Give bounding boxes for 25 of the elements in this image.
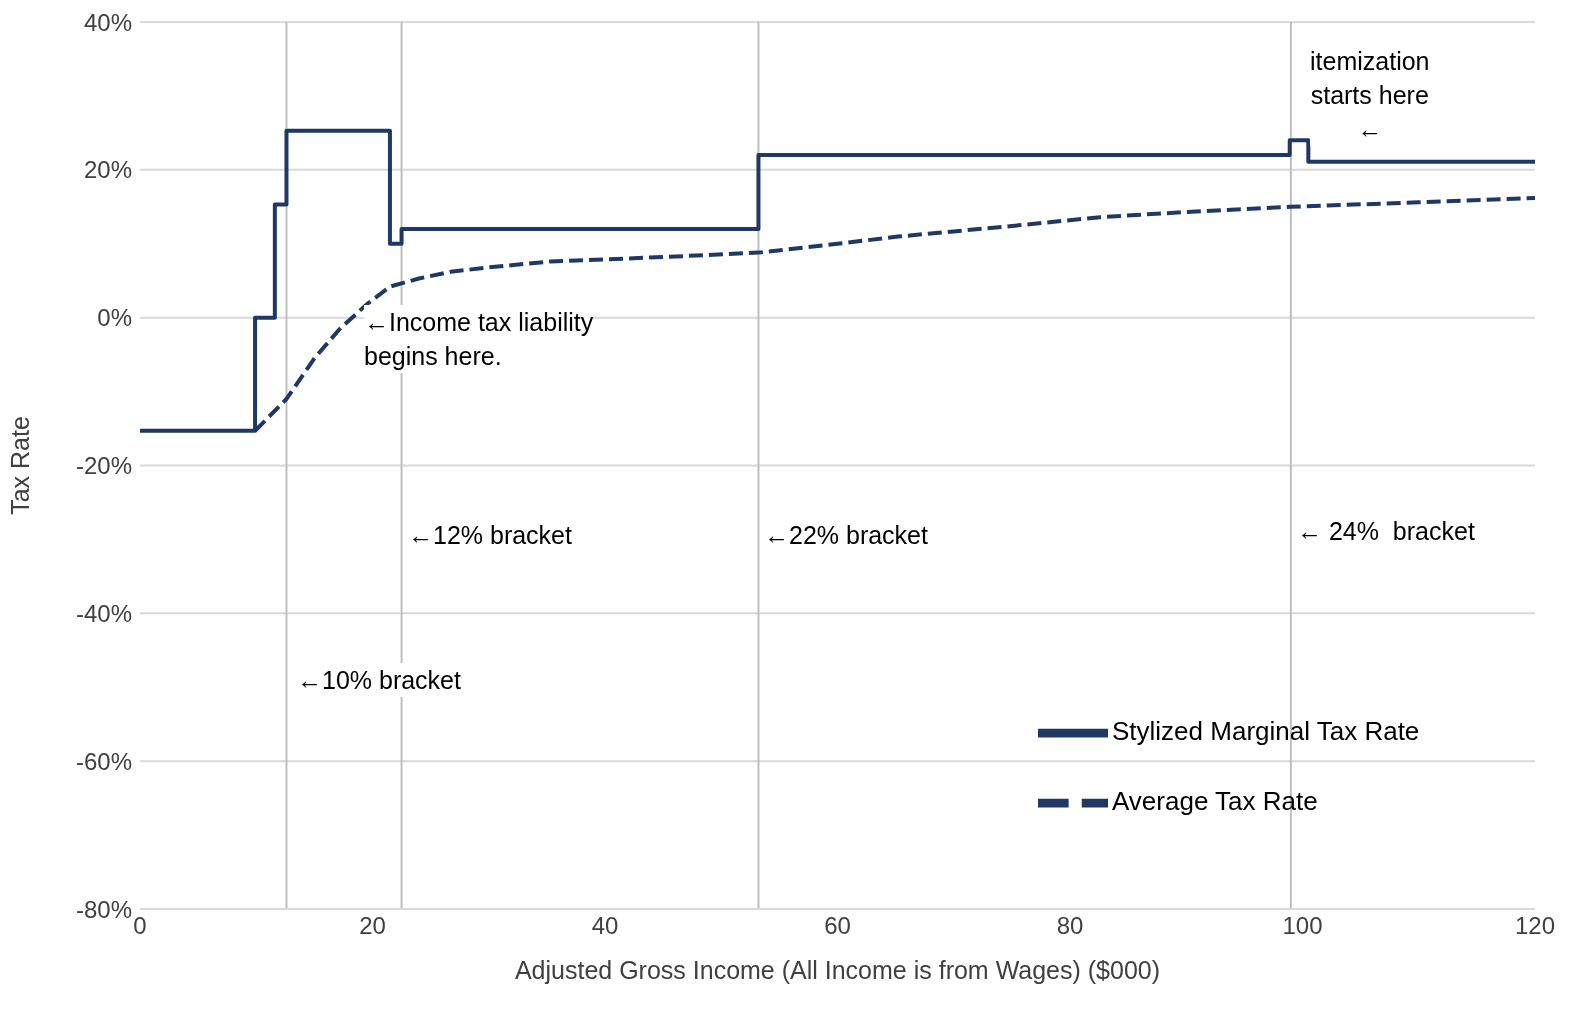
legend-label: Stylized Marginal Tax Rate xyxy=(1112,715,1420,746)
y-tick-label: 40% xyxy=(83,8,132,36)
y-tick-label: -80% xyxy=(75,895,132,923)
annotation: ←22% bracket xyxy=(764,518,928,552)
y-axis-title: Tax Rate xyxy=(5,416,34,515)
x-axis-title: Adjusted Gross Income (All Income is from Wages) ($000) xyxy=(514,956,1161,984)
x-tick-label: 100 xyxy=(1282,912,1323,940)
annotation: ←10% bracket xyxy=(297,663,461,697)
x-tick-label: 0 xyxy=(133,912,147,940)
y-tick-label: -40% xyxy=(75,599,132,627)
legend-label: Average Tax Rate xyxy=(1112,785,1318,816)
x-tick-label: 120 xyxy=(1514,912,1556,940)
annotation: ←12% bracket xyxy=(408,518,572,552)
y-tick-label: -60% xyxy=(75,747,132,775)
x-tick-label: 80 xyxy=(1056,912,1084,940)
annotation: ←Income tax liability begins here. xyxy=(364,305,594,373)
annotation: ← 24% bracket xyxy=(1297,514,1475,548)
line-series xyxy=(140,128,1535,433)
x-tick-label: 20 xyxy=(359,912,386,940)
y-tick-label: 0% xyxy=(97,304,132,332)
y-tick-label: -20% xyxy=(75,452,132,480)
annotation: itemization starts here ← xyxy=(1310,44,1430,146)
x-tick-label: 40 xyxy=(591,912,619,940)
x-tick-label: 60 xyxy=(824,912,851,940)
y-tick-label: 20% xyxy=(83,156,132,184)
